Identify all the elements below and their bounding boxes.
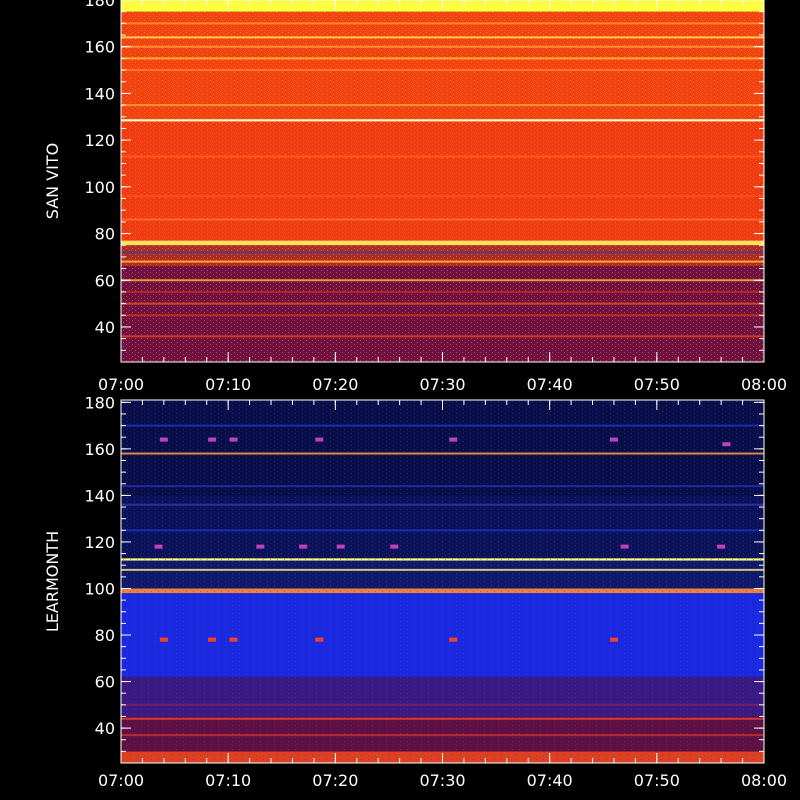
noise-texture	[121, 0, 764, 362]
x-tick-label: 07:20	[312, 375, 358, 394]
burst-spot	[336, 544, 345, 549]
emission-line	[121, 195, 764, 198]
y-tick-label: 140	[84, 486, 115, 505]
emission-line	[121, 302, 764, 305]
y-tick-label: 60	[95, 673, 115, 692]
burst-spot	[299, 544, 308, 549]
emission-line	[121, 452, 764, 455]
san-vito-panel	[121, 0, 764, 362]
emission-line	[121, 717, 764, 720]
emission-line	[121, 503, 764, 506]
x-tick-label: 07:00	[98, 771, 144, 790]
x-tick-label: 07:20	[312, 771, 358, 790]
burst-spot	[717, 544, 726, 549]
emission-line	[121, 36, 764, 39]
y-tick-label: 140	[84, 84, 115, 103]
burst-spot	[722, 442, 731, 447]
y-tick-label: 100	[84, 579, 115, 598]
y-axis-title: SAN VITO	[43, 143, 62, 219]
y-tick-label: 120	[84, 533, 115, 552]
emission-line	[121, 57, 764, 60]
y-tick-label: 100	[84, 178, 115, 197]
y-tick-label: 60	[95, 271, 115, 290]
burst-spot	[256, 544, 265, 549]
learmonth-axes: 40 60 80 100 120 140 160 180 07:00 07:10 07:20 07:3…	[43, 393, 787, 790]
emission-line	[121, 155, 764, 158]
san-vito-axes: 40 60 80 100 120 140 160 180 07:00 07:10 07:20 07:3…	[43, 0, 787, 394]
emission-line	[121, 104, 764, 107]
emission-line	[121, 335, 764, 338]
burst-spot	[449, 437, 458, 442]
emission-line	[121, 279, 764, 282]
x-tick-label: 07:30	[419, 771, 465, 790]
x-tick-label: 07:50	[634, 375, 680, 394]
emission-line	[121, 568, 764, 571]
x-tick-label: 08:00	[741, 771, 787, 790]
emission-line	[121, 260, 764, 263]
burst-spot	[208, 437, 217, 442]
burst-spot	[154, 544, 163, 549]
y-axis-title: LEARMONTH	[43, 531, 62, 632]
emission-line	[121, 290, 764, 293]
burst-spot	[609, 437, 618, 442]
x-tick-label: 08:00	[741, 375, 787, 394]
emission-line	[121, 314, 764, 317]
x-tick-label: 07:40	[527, 771, 573, 790]
emission-line	[121, 218, 764, 221]
noise-texture	[121, 400, 764, 763]
y-tick-label: 120	[84, 131, 115, 150]
x-tick-label: 07:30	[419, 375, 465, 394]
y-tick-label: 160	[84, 38, 115, 57]
emission-line	[121, 22, 764, 25]
y-tick-label: 180	[84, 0, 115, 10]
y-tick-label: 180	[84, 393, 115, 412]
x-tick-label: 07:10	[205, 771, 251, 790]
burst-spot	[208, 637, 217, 642]
y-tick-label: 80	[95, 626, 115, 645]
burst-spot	[609, 637, 618, 642]
emission-line	[121, 529, 764, 532]
burst-spot	[315, 437, 324, 442]
x-tick-label: 07:40	[527, 375, 573, 394]
burst-spot	[229, 637, 238, 642]
x-tick-label: 07:50	[634, 771, 680, 790]
emission-line	[121, 45, 764, 48]
burst-spot	[315, 637, 324, 642]
x-tick-label: 07:10	[205, 375, 251, 394]
y-tick-label: 160	[84, 440, 115, 459]
burst-spot	[229, 437, 238, 442]
emission-line	[121, 69, 764, 72]
burst-spot	[449, 637, 458, 642]
emission-line	[121, 703, 764, 706]
emission-line	[121, 485, 764, 488]
emission-line	[121, 734, 764, 737]
emission-line	[121, 251, 764, 254]
emission-line	[121, 424, 764, 427]
burst-spot	[390, 544, 399, 549]
x-tick-label: 07:00	[98, 375, 144, 394]
y-tick-label: 80	[95, 225, 115, 244]
learmonth-panel	[121, 400, 764, 763]
y-tick-label: 40	[95, 318, 115, 337]
y-tick-label: 40	[95, 719, 115, 738]
burst-spot	[159, 637, 168, 642]
burst-spot	[620, 544, 629, 549]
burst-spot	[159, 437, 168, 442]
